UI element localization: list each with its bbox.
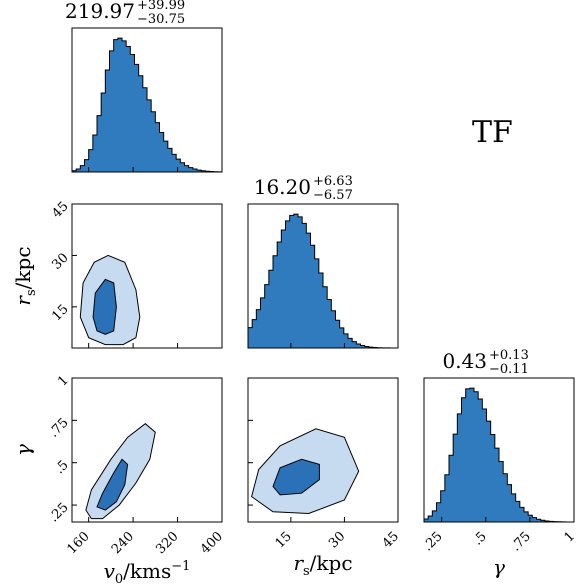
- title-value: 16.20: [254, 175, 311, 199]
- x-tick-label-v0: 240: [109, 529, 137, 557]
- contour-inner: [272, 458, 320, 496]
- contour-v0-rs: [79, 254, 141, 346]
- title-value: 219.97: [65, 0, 135, 23]
- plot-layer: 219.97 +39.99−30.75 16.20 +6.63−6.57 0.43 +0.…: [11, 0, 578, 586]
- title-lower-error: −6.57: [313, 188, 353, 203]
- y-tick-label-gamma: .5: [52, 458, 71, 477]
- title-lower-error: −0.11: [489, 362, 529, 377]
- title-v0: 219.97 +39.99−30.75: [65, 0, 185, 27]
- contour-frame-rs-gamma: [247, 377, 399, 523]
- histogram-rs: [247, 213, 399, 349]
- x-tick-label-v0: 320: [153, 529, 181, 557]
- histogram-gamma: [423, 387, 575, 523]
- contour-inner: [92, 278, 117, 335]
- x-tick-label-v0: 160: [65, 529, 93, 557]
- histogram-frame-rs: [247, 203, 399, 349]
- title-rs: 16.20 +6.63−6.57: [254, 174, 353, 203]
- x-tick-label-rs: 30: [326, 529, 348, 551]
- x-tick-label-gamma: 1: [562, 529, 578, 545]
- histogram-bars-v0: [71, 37, 223, 173]
- title-value: 0.43: [442, 349, 487, 373]
- y-tick-label-gamma: 1: [55, 373, 71, 389]
- x-tick-label-rs: 15: [273, 529, 295, 551]
- histogram-frame-v0: [71, 27, 223, 173]
- y-tick-label-rs: 45: [49, 199, 71, 221]
- contour-frame-v0-gamma: [71, 377, 223, 523]
- contour-frame-v0-rs: [71, 203, 223, 349]
- y-tick-label-gamma: .25: [46, 500, 71, 525]
- x-tick-label-gamma: .25: [420, 529, 445, 554]
- title-lower-error: −30.75: [137, 12, 185, 27]
- y-tick-label-rs: 30: [49, 250, 71, 272]
- y-tick-label-gamma: .75: [46, 415, 71, 440]
- x-axis-label-rs: rs/kpc: [293, 551, 352, 579]
- histogram-bars-rs: [247, 213, 399, 349]
- title-gamma: 0.43 +0.13−0.11: [442, 348, 528, 377]
- title-upper-error: +39.99: [137, 0, 185, 13]
- contour-v0-gamma: [85, 423, 156, 520]
- title-upper-error: +6.63: [313, 174, 353, 189]
- x-tick-label-gamma: .75: [509, 529, 534, 554]
- panel-label-tf: TF: [472, 115, 513, 150]
- x-tick-label-v0: 400: [198, 529, 226, 557]
- histogram-frame-gamma: [423, 377, 575, 523]
- x-tick-label-gamma: .5: [470, 529, 489, 548]
- x-axis-label-gamma: γ: [493, 555, 505, 579]
- contour-inner: [96, 458, 129, 511]
- title-upper-error: +0.13: [489, 348, 529, 363]
- histogram-bars-gamma: [423, 387, 575, 523]
- x-tick-label-rs: 45: [380, 529, 402, 551]
- y-axis-label-rs: rs/kpc: [11, 246, 39, 305]
- y-axis-label-gamma: γ: [11, 444, 35, 456]
- histogram-v0: [71, 37, 223, 173]
- contour-rs-gamma: [251, 428, 360, 515]
- x-axis-label-v0: v0/kms−1: [104, 559, 191, 586]
- y-tick-label-rs: 15: [49, 302, 71, 324]
